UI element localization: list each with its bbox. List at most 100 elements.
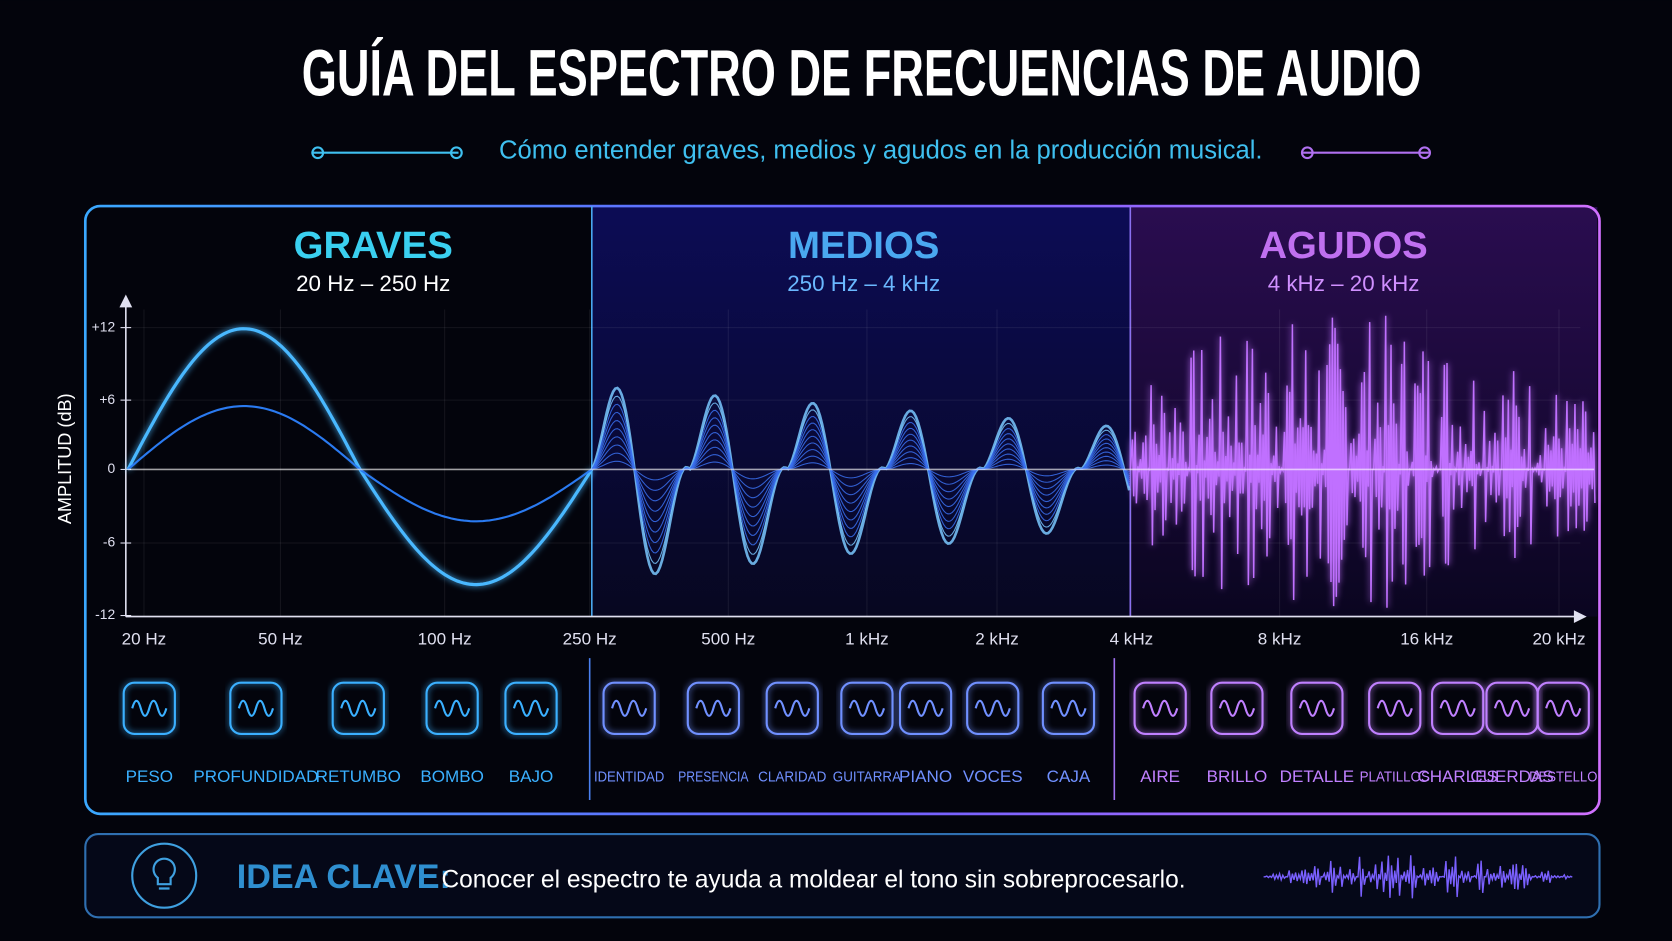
item-icon-wave (1545, 699, 1582, 717)
item-icon (840, 681, 894, 735)
item-icon-wave (907, 699, 944, 717)
item-label: DETALLE (1280, 767, 1355, 786)
item-icon (765, 681, 819, 735)
item-label: RETUMBO (316, 767, 401, 786)
subtitle-deco (449, 146, 463, 160)
item-icon (229, 681, 283, 735)
y-tick-label: +12 (92, 318, 116, 334)
item-icon (1536, 681, 1590, 735)
x-tick-label: 20 kHz (1532, 630, 1585, 649)
subtitle: Cómo entender graves, medios y agudos en… (499, 136, 1263, 164)
medios-background (591, 207, 1131, 617)
subtitle-deco (1418, 146, 1432, 160)
item-icon-wave (1218, 699, 1256, 717)
item-icon (602, 681, 656, 735)
item-label: IDENTIDAD (594, 769, 665, 786)
band-range: 20 Hz – 250 Hz (296, 271, 450, 296)
x-tick-label: 16 kHz (1400, 630, 1453, 649)
subtitle-deco (1300, 146, 1314, 160)
x-tick-label: 250 Hz (563, 630, 617, 649)
item-icon-wave (611, 699, 648, 717)
item-icon (686, 681, 741, 735)
y-tick-label: -12 (95, 606, 115, 622)
item-icon (1041, 681, 1096, 735)
item-icon-wave (1142, 699, 1179, 717)
key-idea-text: Conocer el espectro te ayuda a moldear e… (441, 867, 1185, 894)
item-icon-wave (695, 699, 732, 717)
x-tick-label: 20 Hz (122, 630, 167, 649)
item-label: PESO (126, 767, 173, 786)
x-tick-label: 100 Hz (418, 630, 472, 649)
key-idea-wave (1263, 855, 1573, 899)
item-label: CLARIDAD (758, 769, 826, 786)
item-label: PRESENCIA (678, 769, 748, 786)
item-label: DESTELLO (1529, 769, 1597, 786)
item-icon-wave (340, 699, 377, 717)
bulb-icon (131, 842, 198, 909)
item-icon-wave (1050, 699, 1087, 717)
band-name: MEDIOS (788, 224, 939, 267)
x-tick-label: 500 Hz (701, 630, 755, 649)
item-icon-wave (1493, 699, 1531, 717)
title: GUÍA DEL ESPECTRO DE FRECUENCIAS DE AUDI… (302, 36, 1422, 111)
band-range: 250 Hz – 4 kHz (787, 271, 940, 296)
item-icon-wave (1439, 699, 1476, 717)
main-panel (83, 204, 1601, 816)
y-tick-label: 0 (107, 460, 115, 476)
item-label: GUITARRA (833, 769, 901, 786)
texts: GUÍA DEL ESPECTRO DE FRECUENCIAS DE AUDI… (55, 36, 1422, 896)
item-icon (122, 681, 176, 735)
item-label: BRILLO (1207, 767, 1268, 786)
item-label: CHARLES (1417, 767, 1498, 786)
y-tick-label: +6 (99, 391, 115, 407)
item-icon (1290, 681, 1344, 735)
item-label: PLATILLOS (1360, 769, 1430, 786)
treble-wave (1129, 315, 1596, 608)
band-range: 4 kHz – 20 kHz (1268, 271, 1420, 296)
item-icon-wave (774, 699, 811, 717)
item-icon-wave (974, 699, 1011, 717)
item-icon (1210, 681, 1264, 735)
item-icon-wave (1376, 699, 1413, 717)
item-icon (1368, 681, 1422, 735)
x-tick-label: 2 kHz (975, 630, 1019, 649)
y-axis-arrow (119, 294, 133, 308)
item-icon (1133, 681, 1187, 735)
item-label: AIRE (1140, 767, 1180, 786)
x-tick-label: 8 kHz (1258, 630, 1302, 649)
item-icon-wave (434, 699, 471, 717)
x-tick-label: 1 kHz (845, 630, 889, 649)
x-tick-label: 50 Hz (258, 630, 303, 649)
item-icon (331, 681, 385, 735)
item-icon-wave (1298, 699, 1335, 717)
item-icon (1431, 681, 1485, 735)
y-axis-label: AMPLITUD (dB) (55, 393, 75, 524)
x-axis-arrow (1573, 610, 1587, 623)
item-label: VOCES (963, 767, 1023, 786)
y-tick-label: -6 (103, 534, 116, 550)
subtitle-deco (311, 146, 325, 160)
item-label: CAJA (1047, 767, 1091, 786)
item-label: PROFUNDIDAD (193, 767, 318, 786)
band-name: GRAVES (294, 224, 453, 267)
item-icon-wave (131, 699, 168, 717)
x-tick-label: 4 kHz (1110, 630, 1154, 649)
item-icon (425, 681, 479, 735)
item-label: BOMBO (420, 767, 483, 786)
item-label: CUERDAS (1470, 767, 1553, 786)
key-idea-label: IDEA CLAVE: (237, 858, 451, 896)
item-icon (504, 681, 558, 735)
item-icon (966, 681, 1020, 735)
item-icon-wave (237, 699, 275, 717)
item-icon-wave (512, 699, 550, 717)
item-label: BAJO (509, 767, 554, 786)
key-idea-panel (84, 833, 1601, 919)
item-icon-wave (848, 699, 886, 717)
band-name: AGUDOS (1259, 224, 1427, 267)
item-label: PIANO (899, 767, 952, 786)
item-icon (898, 681, 953, 735)
bulb-icon (152, 857, 176, 890)
